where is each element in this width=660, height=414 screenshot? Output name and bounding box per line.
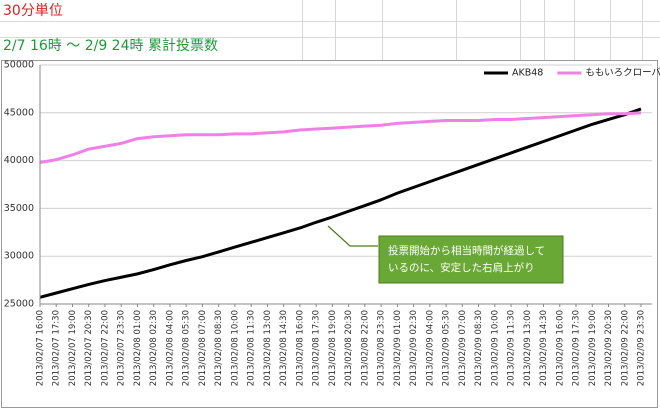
annotation-leader [327,225,378,247]
x-tick-label: 2013/02/09 11:30 [507,310,517,386]
x-tick-label: 2013/02/07 20:30 [84,310,94,386]
y-tick-label: 25000 [4,299,34,310]
x-tick-label: 2013/02/09 04:00 [425,310,435,386]
x-tick-label: 2013/02/09 20:30 [604,310,614,386]
x-tick-label: 2013/02/08 07:00 [198,310,208,386]
legend-label: ももいろクローバーZ [585,68,660,79]
x-tick-label: 2013/02/09 07:00 [458,310,468,386]
x-tick-label: 2013/02/09 13:00 [523,310,533,386]
x-tick-label: 2013/02/09 14:30 [539,310,549,386]
annotation-text: いるのに、安定した右肩上がり [388,261,535,274]
y-tick-label: 50000 [4,60,34,71]
x-tick-label: 2013/02/07 23:30 [117,310,127,386]
annotation: 投票開始から相当時間が経過して いるのに、安定した右肩上がり [327,225,564,284]
x-tick-label: 2013/02/09 08:30 [474,310,484,386]
y-tick-label: 35000 [4,203,34,214]
x-tick-label: 2013/02/08 01:00 [133,310,143,386]
x-tick-label: 2013/02/09 17:30 [572,310,582,386]
x-tick-label: 2013/02/08 19:00 [328,310,338,386]
x-tick-label: 2013/02/08 08:30 [214,310,224,386]
sheet-title: 2/7 16時 ～ 2/9 24時 累計投票数 [3,38,218,54]
x-tick-label: 2013/02/08 02:30 [149,310,159,386]
x-tick-label: 2013/02/08 20:30 [344,310,354,386]
y-tick-label: 45000 [4,107,34,118]
x-tick-label: 2013/02/07 22:00 [100,310,110,386]
x-tick-label: 2013/02/08 10:00 [230,310,240,386]
annotation-box [378,235,564,284]
x-tick-label: 2013/02/09 23:30 [637,310,647,386]
x-tick-label: 2013/02/09 05:30 [442,310,452,386]
x-tick-label: 2013/02/08 14:30 [279,310,289,386]
y-tick-label: 30000 [4,251,34,262]
sheet-grid [0,0,660,60]
annotation-text: 投票開始から相当時間が経過して [388,244,545,257]
x-tick-label: 2013/02/08 04:00 [165,310,175,386]
x-tick-label: 2013/02/09 01:00 [393,310,403,386]
x-tick-label: 2013/02/08 17:30 [312,310,322,386]
legend-label: AKB48 [512,68,543,79]
x-tick-label: 2013/02/09 16:00 [555,310,565,386]
x-tick-label: 2013/02/07 17:30 [52,310,62,386]
x-tick-label: 2013/02/08 05:30 [182,310,192,386]
series-line [39,111,642,164]
x-tick-label: 2013/02/07 19:00 [68,310,78,386]
x-tick-label: 2013/02/08 16:00 [295,310,305,386]
x-tick-label: 2013/02/08 22:00 [360,310,370,386]
unit-label: 30分単位 [3,3,63,19]
y-tick-label: 40000 [4,155,34,166]
x-tick-label: 2013/02/09 22:00 [620,310,630,386]
x-tick-label: 2013/02/09 19:00 [588,310,598,386]
x-tick-label: 2013/02/09 10:00 [490,310,500,386]
x-tick-label: 2013/02/08 13:00 [263,310,273,386]
x-tick-label: 2013/02/07 16:00 [36,310,46,386]
series-line [39,107,642,299]
x-tick-label: 2013/02/09 02:30 [409,310,419,386]
x-tick-label: 2013/02/08 23:30 [377,310,387,386]
x-tick-label: 2013/02/08 11:30 [247,310,257,386]
